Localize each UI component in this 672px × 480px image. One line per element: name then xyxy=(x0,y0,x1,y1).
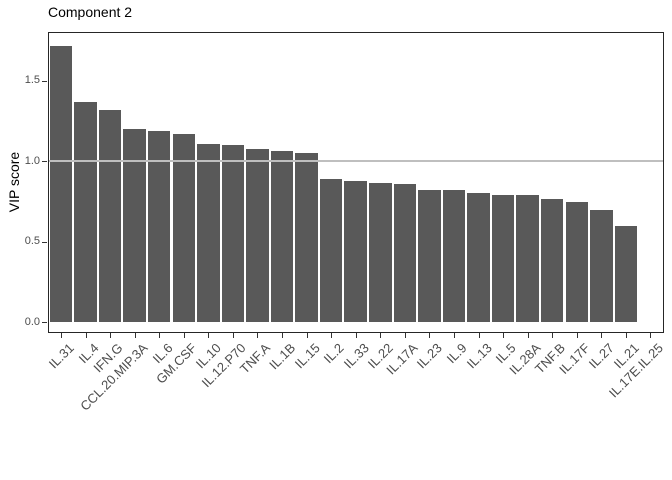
y-tick-label: 0.0 xyxy=(24,315,40,328)
bar xyxy=(147,130,171,322)
plot-panel xyxy=(48,32,664,333)
bar xyxy=(590,210,613,322)
y-tick-label: 1.5 xyxy=(24,74,40,87)
x-tick-label: IL.33 xyxy=(340,340,372,372)
y-tick-label: 0.5 xyxy=(24,235,40,248)
x-tick xyxy=(282,333,284,338)
x-tick-label: IL.13 xyxy=(463,340,495,372)
x-tick xyxy=(61,333,62,338)
bar xyxy=(49,45,73,322)
x-tick xyxy=(650,333,652,338)
bar xyxy=(442,190,466,322)
bar xyxy=(172,133,196,322)
x-tick xyxy=(404,333,406,338)
x-tick xyxy=(257,333,259,338)
x-tick xyxy=(527,333,529,338)
x-tick xyxy=(576,333,578,338)
x-tick-label: IL.31 xyxy=(45,340,77,372)
bar xyxy=(467,193,490,322)
bar xyxy=(540,199,564,322)
x-tick xyxy=(331,333,333,338)
x-tick-label: IL.27 xyxy=(586,340,618,372)
y-tick xyxy=(42,80,47,82)
bar xyxy=(393,183,417,322)
bar xyxy=(246,149,269,322)
bar xyxy=(197,143,220,322)
x-tick xyxy=(134,333,136,338)
x-tick xyxy=(208,333,210,338)
x-tick xyxy=(503,333,505,338)
bar xyxy=(270,150,294,322)
x-tick xyxy=(478,333,480,338)
x-tick xyxy=(159,333,161,338)
bar xyxy=(98,109,122,322)
bar xyxy=(516,195,539,322)
x-tick xyxy=(85,333,87,338)
bar xyxy=(344,181,367,322)
x-tick xyxy=(355,333,357,338)
x-tick xyxy=(552,333,554,338)
y-tick xyxy=(42,241,47,243)
y-tick-label: 1.0 xyxy=(24,154,40,167)
x-tick xyxy=(183,333,185,338)
x-tick xyxy=(429,333,431,338)
bar xyxy=(74,101,97,322)
bar xyxy=(369,182,392,322)
x-tick xyxy=(110,333,112,338)
bar xyxy=(221,145,245,322)
bar xyxy=(614,226,638,322)
bar xyxy=(295,152,318,322)
x-tick-label: IL.1B xyxy=(265,340,298,373)
x-tick xyxy=(232,333,234,338)
bar xyxy=(418,189,441,322)
x-tick xyxy=(601,333,603,338)
bar xyxy=(319,178,343,322)
y-tick xyxy=(42,161,47,163)
x-tick xyxy=(453,333,455,338)
x-tick xyxy=(380,333,382,338)
bar xyxy=(123,129,146,322)
x-tick-label: IL.15 xyxy=(291,340,323,372)
x-tick xyxy=(306,333,308,338)
bar xyxy=(491,195,515,322)
y-tick xyxy=(42,322,47,323)
x-tick-label: IL.23 xyxy=(414,340,446,372)
x-tick xyxy=(625,333,627,338)
bar xyxy=(565,201,588,322)
chart-title: Component 2 xyxy=(48,4,133,20)
reference-line xyxy=(49,160,663,163)
